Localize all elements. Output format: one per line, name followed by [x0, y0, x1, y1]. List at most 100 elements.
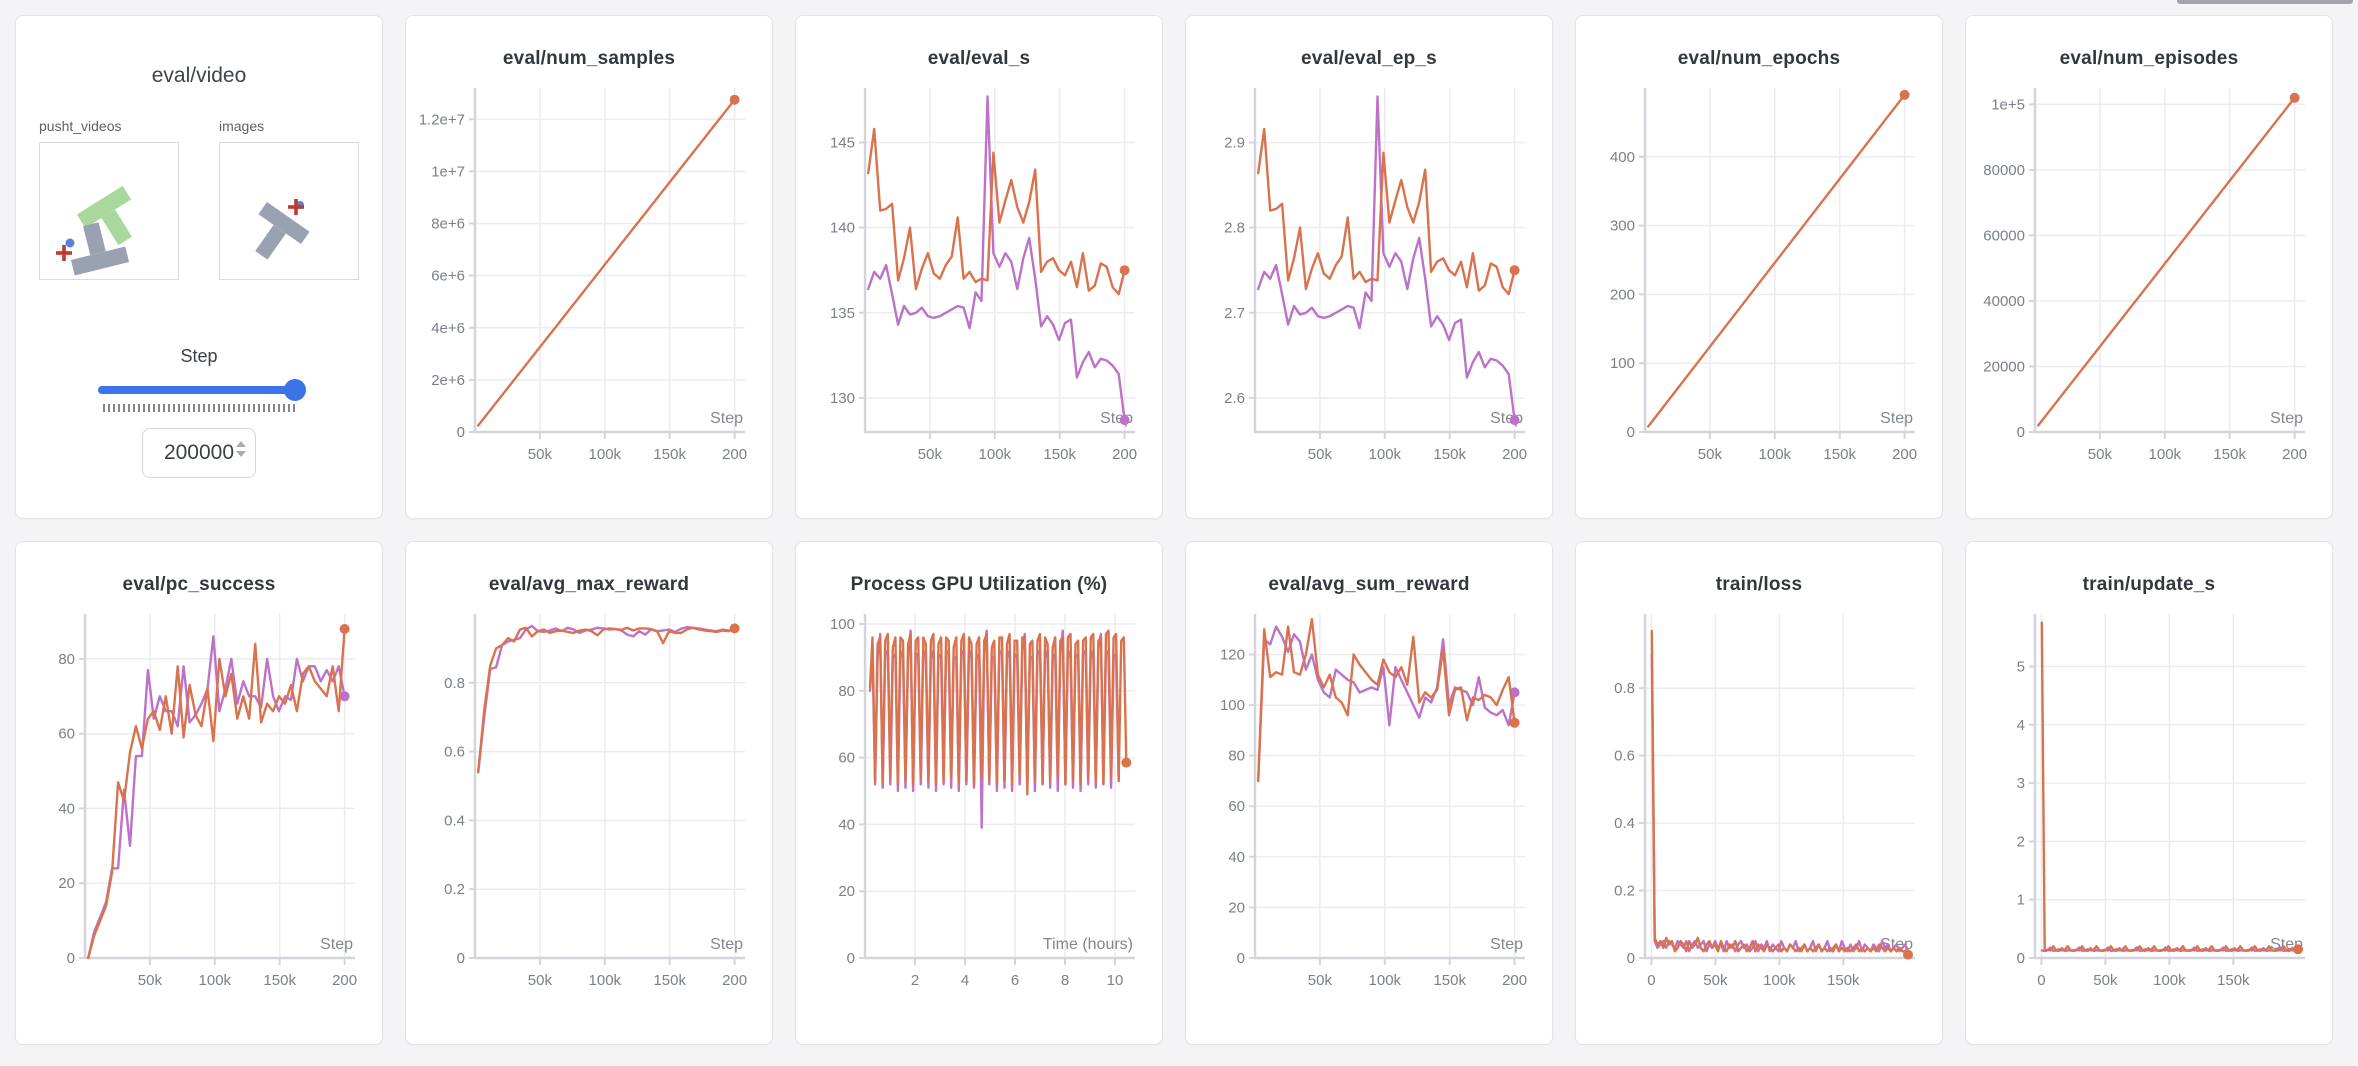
step-stepper[interactable] [236, 441, 246, 457]
svg-text:10: 10 [1107, 972, 1124, 989]
svg-text:0.2: 0.2 [444, 881, 465, 898]
step-slider-track[interactable] [98, 386, 300, 394]
horizontal-scrollbar-thumb[interactable] [2177, 0, 2353, 4]
media-thumb-label: images [219, 118, 265, 134]
svg-text:2.9: 2.9 [1224, 135, 1245, 152]
svg-text:135: 135 [830, 305, 855, 322]
stepper-down-icon[interactable] [236, 451, 246, 457]
svg-text:120: 120 [1220, 647, 1245, 664]
panel-process-gpu-utilization: Process GPU Utilization (%) 0 20 40 60 80 100… [795, 541, 1163, 1045]
step-slider-thumb[interactable] [284, 379, 306, 401]
svg-text:0: 0 [2017, 950, 2025, 967]
svg-text:150k: 150k [1827, 972, 1860, 989]
panel-train-update-s: train/update_s 0 1 2 3 4 5 0 50k 100k 150k Step [1965, 541, 2333, 1045]
line-chart-eval-num-samples[interactable]: 0 2e+6 4e+6 6e+6 8e+6 1e+7 1.2e+7 50k 100k 150k 20… [417, 78, 761, 478]
svg-text:80000: 80000 [1983, 162, 2025, 179]
svg-text:2e+6: 2e+6 [431, 372, 465, 389]
svg-text:2.7: 2.7 [1224, 305, 1245, 322]
svg-text:0.6: 0.6 [444, 744, 465, 761]
svg-text:8e+6: 8e+6 [431, 216, 465, 233]
media-panel-title: eval/video [151, 64, 247, 87]
svg-text:60: 60 [1228, 798, 1245, 815]
svg-text:0.8: 0.8 [1614, 680, 1635, 697]
svg-text:140: 140 [830, 220, 855, 237]
svg-text:150k: 150k [2217, 972, 2250, 989]
line-chart-eval-pc-success[interactable]: 0 20 40 60 80 50k 100k 150k 200 Step [27, 604, 371, 1004]
agent-dot [65, 238, 75, 248]
svg-text:50k: 50k [1308, 446, 1333, 463]
step-value-input[interactable] [160, 440, 238, 466]
chart-title: eval/eval_ep_s [1301, 48, 1437, 69]
svg-text:1.2e+7: 1.2e+7 [419, 111, 465, 128]
svg-text:60: 60 [838, 750, 855, 767]
svg-text:0: 0 [1627, 424, 1635, 441]
panel-grid: eval/video pusht_videos [15, 15, 2333, 1045]
svg-text:50k: 50k [1698, 446, 1723, 463]
panel-eval-num-episodes: eval/num_episodes 0 20000 40000 60000 80000 1… [1965, 15, 2333, 519]
svg-text:0: 0 [1237, 950, 1245, 967]
svg-text:40: 40 [1228, 849, 1245, 866]
stepper-up-icon[interactable] [236, 441, 246, 447]
svg-text:100k: 100k [2149, 446, 2182, 463]
svg-text:150k: 150k [263, 972, 296, 989]
chart-title: eval/pc_success [122, 574, 276, 595]
svg-text:300: 300 [1610, 218, 1635, 235]
panel-eval-avg-max-reward: eval/avg_max_reward 0 0.2 0.4 0.6 0.8 50k 100k… [405, 541, 773, 1045]
chart-title: train/update_s [2082, 574, 2216, 595]
svg-text:150k: 150k [653, 972, 686, 989]
svg-text:0.6: 0.6 [1614, 748, 1635, 765]
svg-text:100k: 100k [199, 972, 232, 989]
svg-text:80: 80 [838, 683, 855, 700]
svg-text:100k: 100k [589, 972, 622, 989]
svg-text:100k: 100k [1759, 446, 1792, 463]
svg-text:20: 20 [1228, 899, 1245, 916]
media-thumb-images[interactable]: images [219, 118, 359, 280]
panel-eval-eval-s: eval/eval_s 130 135 140 145 50k 100k 150k 200 St… [795, 15, 1163, 519]
svg-text:200: 200 [332, 972, 357, 989]
svg-text:150k: 150k [1433, 972, 1466, 989]
chart-title: Process GPU Utilization (%) [850, 574, 1108, 595]
svg-text:0: 0 [457, 950, 465, 967]
media-thumb-pusht-videos[interactable]: pusht_videos [39, 118, 179, 280]
line-chart-process-gpu-utilization[interactable]: 0 20 40 60 80 100 2 4 6 8 10 Time (hours) [807, 604, 1151, 1004]
panel-eval-eval-ep-s: eval/eval_ep_s 2.6 2.7 2.8 2.9 50k 100k 150k 20… [1185, 15, 1553, 519]
svg-text:20000: 20000 [1983, 359, 2025, 376]
line-chart-eval-avg-max-reward[interactable]: 0 0.2 0.4 0.6 0.8 50k 100k 150k 200 Step [417, 604, 761, 1004]
svg-text:0.2: 0.2 [1614, 883, 1635, 900]
svg-text:60000: 60000 [1983, 227, 2025, 244]
svg-text:200: 200 [722, 446, 747, 463]
pusht-scene-image [56, 185, 132, 276]
pusht-video-frame[interactable] [39, 142, 179, 280]
svg-text:100k: 100k [979, 446, 1012, 463]
svg-text:200: 200 [1892, 446, 1917, 463]
images-frame[interactable] [219, 142, 359, 280]
svg-text:200: 200 [1502, 446, 1527, 463]
step-slider[interactable] [98, 379, 306, 401]
line-chart-eval-avg-sum-reward[interactable]: 0 20 40 60 80 100 120 50k 100k 150k 200 Step [1197, 604, 1541, 1004]
panel-eval-video: eval/video pusht_videos [15, 15, 383, 519]
svg-text:Step: Step [710, 936, 743, 953]
gray-t-shape [70, 222, 130, 276]
line-chart-eval-num-epochs[interactable]: 0 100 200 300 400 50k 100k 150k 200 Step [1587, 78, 1931, 478]
svg-text:Step: Step [320, 936, 353, 953]
svg-text:0: 0 [1627, 950, 1635, 967]
svg-text:100: 100 [830, 616, 855, 633]
step-value-field[interactable] [142, 428, 256, 478]
panel-eval-num-samples: eval/num_samples 0 2e+6 4e+6 6e+6 8e+6 1e+7 1.… [405, 15, 773, 519]
svg-text:40000: 40000 [1983, 293, 2025, 310]
svg-text:0: 0 [1647, 972, 1655, 989]
svg-text:0: 0 [2017, 424, 2025, 441]
chart-title: eval/num_samples [502, 48, 676, 69]
step-slider-label: Step [180, 346, 218, 366]
svg-text:200: 200 [1610, 286, 1635, 303]
line-chart-eval-num-episodes[interactable]: 0 20000 40000 60000 80000 1e+5 50k 100k 150k 200 S… [1977, 78, 2321, 478]
images-scene-image [255, 199, 310, 260]
panel-eval-avg-sum-reward: eval/avg_sum_reward 0 20 40 60 80 100 120 50k 10… [1185, 541, 1553, 1045]
svg-text:20: 20 [58, 875, 75, 892]
svg-text:200: 200 [1112, 446, 1137, 463]
panel-eval-num-epochs: eval/num_epochs 0 100 200 300 400 50k 100k 150k… [1575, 15, 1943, 519]
